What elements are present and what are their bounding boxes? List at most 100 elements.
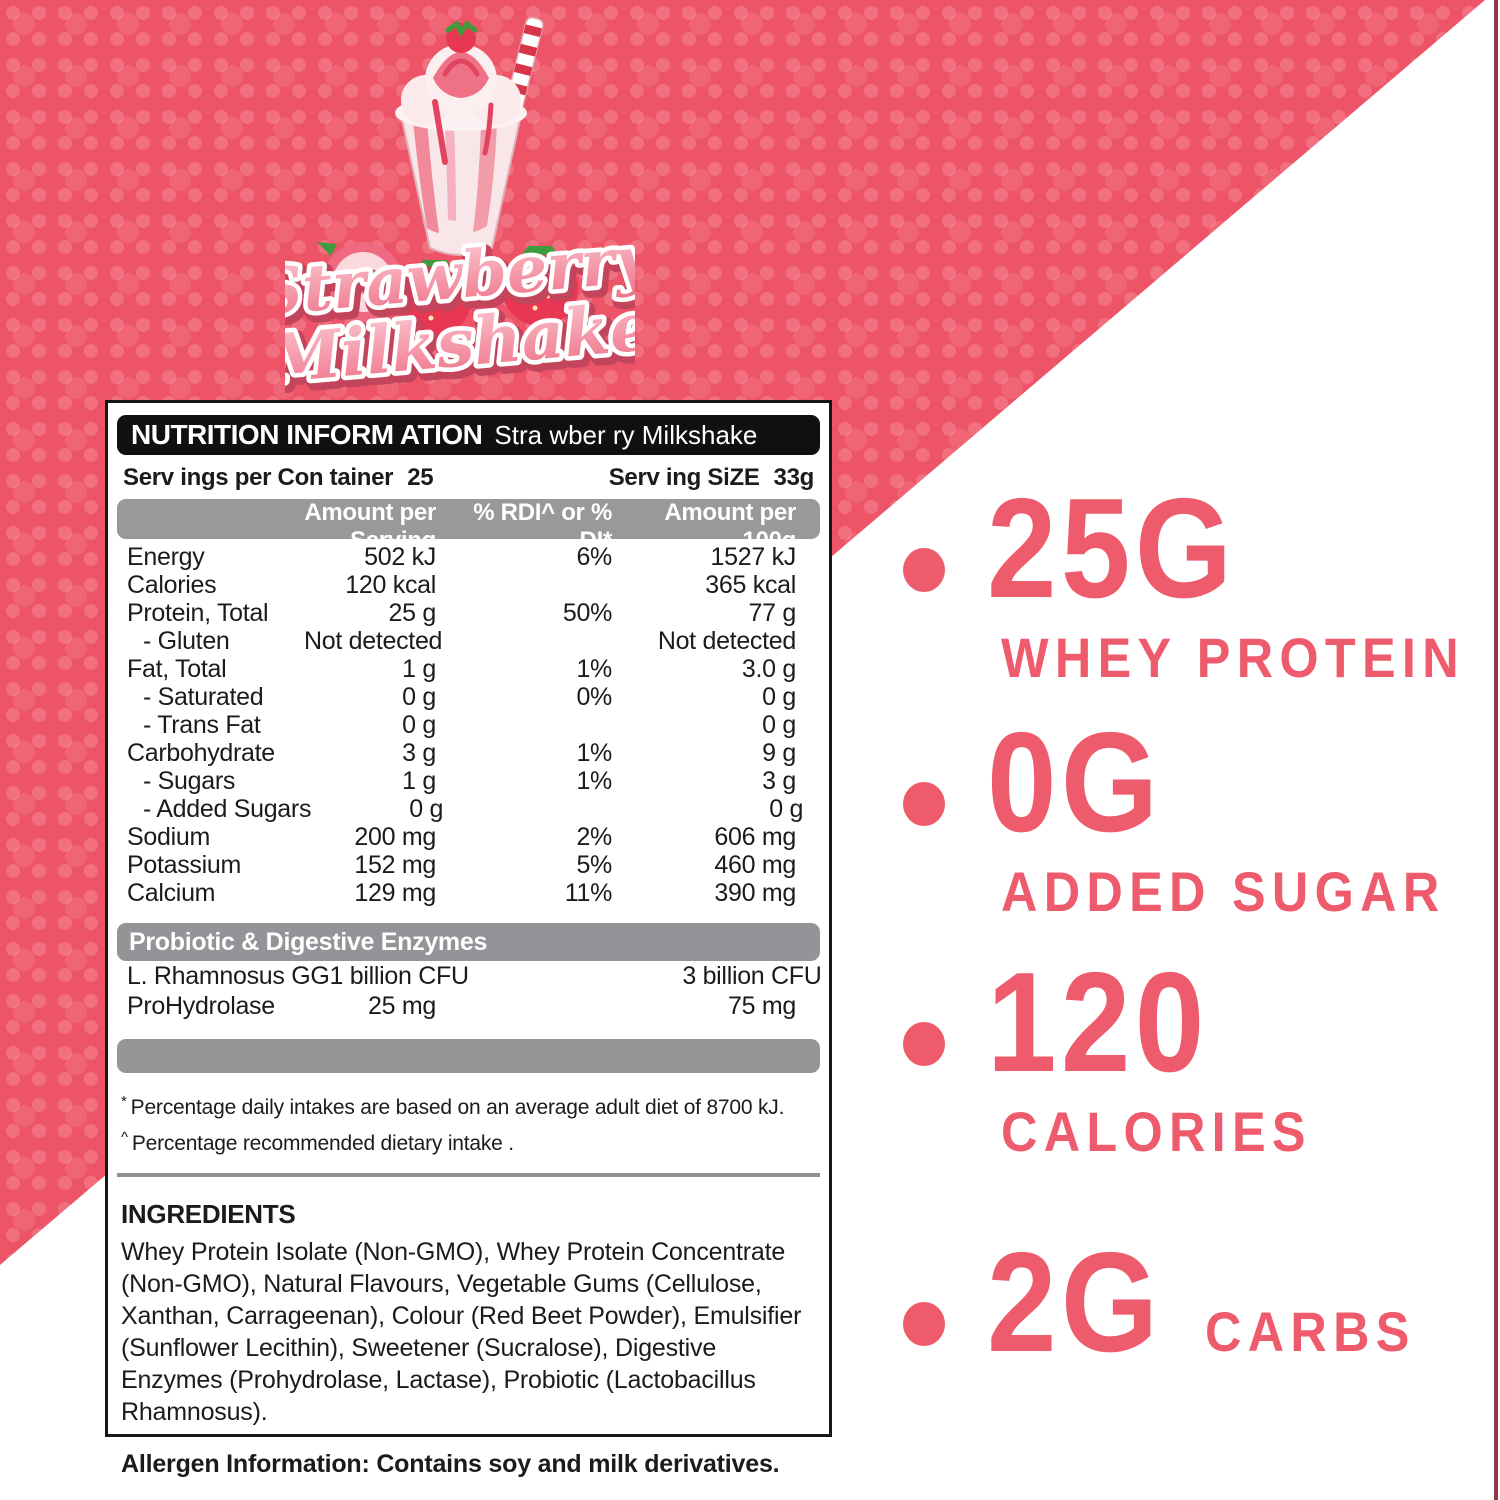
- right-edge-line: [1494, 0, 1498, 1500]
- nutrient-label: Sodium: [127, 823, 210, 851]
- nutrient-rdi: 2%: [576, 823, 612, 851]
- nutrient-label: - Gluten: [143, 627, 230, 655]
- table-row: Energy 502 kJ 6% 1527 kJ: [117, 543, 820, 571]
- servings-line: Serv ings per Con tainer 25 Serv ing SiZE…: [117, 463, 820, 493]
- nutrient-amount-per-serving: 0 g: [402, 683, 436, 711]
- footnotes: * Percentage daily intakes are based on a…: [117, 1087, 820, 1159]
- probiotic-section-bar: Probiotic & Digestive Enzymes: [117, 923, 820, 961]
- nutrient-amount-per-100g: 390 mg: [714, 879, 796, 907]
- nutrient-amount-per-100g: 0 g: [762, 683, 796, 711]
- table-row: Fat, Total 1 g 1% 3.0 g: [117, 655, 820, 683]
- column-rdi: % RDI^ or % DI*: [473, 499, 612, 554]
- nutrient-amount-per-serving: 1 g: [402, 655, 436, 683]
- nutrient-amount-per-serving: 25 g: [388, 599, 437, 627]
- nutrient-label: - Sugars: [143, 767, 236, 795]
- nutrition-title: NUTRITION INFORM ATION: [131, 419, 483, 450]
- table-row: Potassium 152 mg 5% 460 mg: [117, 851, 820, 879]
- nutrient-rdi: 1%: [576, 739, 612, 767]
- table-row: ProHydrolase 25 mg 75 mg: [117, 991, 820, 1021]
- probiotic-amount-per-100g: 3 billion CFU: [682, 961, 822, 990]
- footnote: ^ Percentage recommended dietary intake .: [121, 1129, 514, 1155]
- nutrient-rdi: 5%: [576, 851, 612, 879]
- footnote-marker: ^: [121, 1129, 128, 1146]
- nutrient-label: Calcium: [127, 879, 216, 907]
- nutrient-rdi: 6%: [576, 543, 612, 571]
- nutrient-label: Protein, Total: [127, 599, 269, 627]
- strawberry-top-icon: [445, 20, 478, 53]
- table-row: - Saturated 0 g 0% 0 g: [117, 683, 820, 711]
- nutrient-rdi: 11%: [564, 879, 613, 907]
- milkshake-glass-icon: [398, 109, 524, 256]
- nutrient-amount-per-serving: 200 mg: [354, 823, 436, 851]
- nutrient-amount-per-serving: 120 kcal: [345, 571, 436, 599]
- column-amount-per-serving: Amount per Serving: [304, 499, 436, 554]
- nutrient-rdi: 50%: [562, 599, 612, 627]
- nutrient-amount-per-100g: 0 g: [769, 795, 804, 823]
- flavor-logo: Strawberry Milkshake Strawberry Milkshak…: [285, 217, 635, 395]
- nutrient-amount-per-100g: 460 mg: [714, 851, 796, 879]
- nutrient-amount-per-100g: 0 g: [762, 711, 796, 739]
- probiotic-label: L. Rhamnosus GG: [127, 961, 330, 990]
- section-divider: [117, 1173, 820, 1177]
- nutrient-rdi: 0%: [576, 683, 612, 711]
- nutrition-panel: NUTRITION INFORM ATION Stra wber ry Milk…: [105, 400, 832, 1478]
- table-row: Calories 120 kcal 365 kcal: [117, 571, 820, 599]
- probiotic-amount-per-serving: 25 mg: [368, 991, 436, 1020]
- ingredients-title: INGREDIENTS: [121, 1199, 296, 1229]
- servings-per-container: Serv ings per Con tainer 25: [123, 464, 434, 491]
- nutrient-amount-per-100g: 9 g: [762, 739, 796, 767]
- nutrient-label: Potassium: [127, 851, 242, 879]
- nutrient-amount-per-serving: 129 mg: [354, 879, 436, 907]
- table-row: - Sugars 1 g 1% 3 g: [117, 767, 820, 795]
- allergen-info: Allergen Information: Contains soy and m…: [121, 1450, 780, 1478]
- table-row: - Trans Fat 0 g 0 g: [117, 711, 820, 739]
- nutrient-rdi: 1%: [576, 655, 612, 683]
- nutrient-rdi: 1%: [576, 767, 612, 795]
- nutrient-rows: Energy 502 kJ 6% 1527 kJ Calories 120 kc…: [117, 543, 820, 907]
- probiotic-amount-per-100g: 75 mg: [728, 991, 796, 1020]
- nutrient-amount-per-serving: 502 kJ: [364, 543, 436, 571]
- nutrient-label: - Saturated: [143, 683, 264, 711]
- nutrient-amount-per-100g: 1527 kJ: [710, 543, 797, 571]
- servings-count: 25: [407, 464, 434, 491]
- nutrient-label: - Trans Fat: [143, 711, 261, 739]
- table-row: - Gluten Not detected Not detected: [117, 627, 820, 655]
- milkshake-illustration: Strawberry Milkshake Strawberry Milkshak…: [285, 17, 635, 395]
- column-amount-per-100g: Amount per 100g: [664, 499, 796, 554]
- table-row: Calcium 129 mg 11% 390 mg: [117, 879, 820, 907]
- footnote: * Percentage daily intakes are based on a…: [121, 1093, 785, 1119]
- nutrient-amount-per-100g: 365 kcal: [705, 571, 796, 599]
- nutrient-amount-per-100g: 3.0 g: [741, 655, 796, 683]
- table-row: - Added Sugars 0 g 0 g: [117, 795, 820, 823]
- serving-size-value: 33g: [773, 464, 815, 491]
- table-row: Carbohydrate 3 g 1% 9 g: [117, 739, 820, 767]
- strawberries-base-icon: [317, 242, 578, 336]
- nutrient-amount-per-100g: 77 g: [748, 599, 797, 627]
- table-row: Protein, Total 25 g 50% 77 g: [117, 599, 820, 627]
- whipped-cream-icon: [395, 44, 527, 165]
- column-header-bar: Amount per Serving % RDI^ or % DI* Amoun…: [117, 499, 820, 554]
- nutrient-amount-per-serving: 152 mg: [354, 851, 436, 879]
- nutrient-label: Fat, Total: [127, 655, 227, 683]
- nutrient-label: Calories: [127, 571, 217, 599]
- nutrient-amount-per-serving: Not detected: [304, 627, 443, 655]
- probiotic-rows: L. Rhamnosus GG 1 billion CFU 3 billion …: [117, 961, 822, 1021]
- nutrition-title-bar: NUTRITION INFORM ATION Stra wber ry Milk…: [117, 415, 820, 455]
- blank-section-bar: [117, 1039, 820, 1073]
- nutrient-amount-per-100g: Not detected: [657, 627, 796, 655]
- nutrient-amount-per-serving: 0 g: [409, 795, 444, 823]
- nutrient-amount-per-100g: 606 mg: [714, 823, 796, 851]
- nutrient-amount-per-100g: 3 g: [762, 767, 796, 795]
- nutrient-amount-per-serving: 3 g: [402, 739, 436, 767]
- ingredients-text: Whey Protein Isolate (Non-GMO), Whey Pro…: [121, 1238, 802, 1426]
- nutrient-amount-per-serving: 1 g: [402, 767, 436, 795]
- serving-size: Serv ing SiZE 33g: [608, 464, 815, 491]
- nutrient-label: Carbohydrate: [127, 739, 275, 767]
- nutrition-title-flavor: Stra wber ry Milkshake: [494, 419, 758, 450]
- probiotic-amount-per-serving: 1 billion CFU: [329, 961, 470, 990]
- table-row: L. Rhamnosus GG 1 billion CFU 3 billion …: [117, 961, 822, 991]
- nutrient-label: Energy: [127, 543, 205, 571]
- table-row: Sodium 200 mg 2% 606 mg: [117, 823, 820, 851]
- nutrient-label: - Added Sugars: [143, 795, 312, 823]
- footnote-marker: *: [121, 1093, 127, 1110]
